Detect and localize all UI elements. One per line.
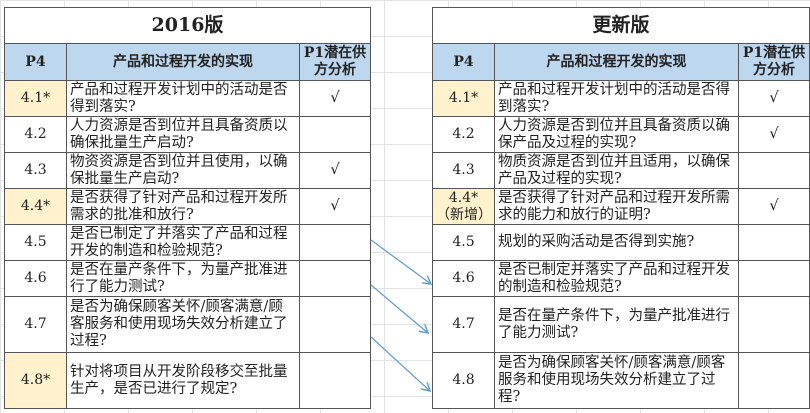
item-question: 是否为确保顾客关怀/顾客满意/顾客服务和使用现场失效分析建立了过程? xyxy=(494,352,739,409)
item-question: 规划的采购活动是否得到实施? xyxy=(494,224,739,261)
p1-check: √ xyxy=(299,152,371,189)
table-row: 4.3 物质资源是否到位并且适用，以确保产品及过程的实现? xyxy=(432,152,810,189)
table-row: 4.5 规划的采购活动是否得到实施? xyxy=(432,224,810,261)
p1-check: √ xyxy=(737,80,810,117)
item-question: 物资资源是否到位并且使用，以确保批量生产启动? xyxy=(66,152,300,189)
table-row: 4.2 人力资源是否到位并且具备资质以确保批量生产启动? xyxy=(4,116,371,153)
table-row: 4.5 是否已制定了并落实了产品和过程开发的制造和检验规范? xyxy=(4,224,371,261)
item-number: 4.5 xyxy=(4,224,67,261)
table-row: 4.8 是否为确保顾客关怀/顾客满意/顾客服务和使用现场失效分析建立了过程? xyxy=(432,352,810,409)
p1-check xyxy=(737,296,810,353)
item-question: 人力资源是否到位并且具备资质以确保产品及过程的实现? xyxy=(494,116,739,153)
item-number: 4.4* xyxy=(4,188,67,225)
item-question: 是否获得了针对产品和过程开发所需求的能力和放行的证明? xyxy=(494,188,739,225)
p1-check xyxy=(299,260,371,297)
table-updated: 更新版 P4 产品和过程开发的实现 P1潜在供方分析 4.1* 产品和过程开发计划中… xyxy=(431,7,810,409)
item-question: 产品和过程开发计划中的活动是否得到落实? xyxy=(494,80,739,117)
item-question: 是否在量产条件下，为量产批准进行了能力测试? xyxy=(494,296,739,353)
table-row: 4.6 是否已制定并落实了产品和过程开发的制造和检验规范? xyxy=(432,260,810,297)
p1-check xyxy=(737,152,810,189)
p1-check xyxy=(737,224,810,261)
item-question: 人力资源是否到位并且具备资质以确保批量生产启动? xyxy=(66,116,300,153)
item-number: 4.4*（新增） xyxy=(432,188,495,225)
table-title: 更新版 xyxy=(431,7,810,44)
arrow-4.6-to-4.7 xyxy=(370,284,428,333)
item-question: 是否在量产条件下，为量产批准进行了能力测试? xyxy=(66,260,300,297)
table-row: 4.2 人力资源是否到位并且具备资质以确保产品及过程的实现? √ xyxy=(432,116,810,153)
header-p1: P1潜在供方分析 xyxy=(299,43,371,81)
item-question: 是否已制定了并落实了产品和过程开发的制造和检验规范? xyxy=(66,224,300,261)
p1-check xyxy=(299,352,371,409)
p1-check xyxy=(737,352,810,409)
table-row: 4.6 是否在量产条件下，为量产批准进行了能力测试? xyxy=(4,260,371,297)
table-row: 4.3 物资资源是否到位并且使用，以确保批量生产启动? √ xyxy=(4,152,371,189)
item-number: 4.8* xyxy=(4,352,67,409)
p1-check xyxy=(737,260,810,297)
item-question: 是否为确保顾客关怀/顾客满意/顾客服务和使用现场失效分析建立了过程? xyxy=(66,296,300,353)
arrow-4.5-to-4.6 xyxy=(370,239,431,284)
header-p4: P4 xyxy=(4,43,67,81)
header-p1: P1潜在供方分析 xyxy=(737,43,810,81)
p1-check xyxy=(299,116,371,153)
item-number: 4.3 xyxy=(4,152,67,189)
arrow-4.7-to-4.8 xyxy=(370,336,430,391)
table-row: 4.4* 是否获得了针对产品和过程开发所需求的批准和放行? √ xyxy=(4,188,371,225)
header-p4: P4 xyxy=(432,43,495,81)
header-realization: 产品和过程开发的实现 xyxy=(66,43,300,81)
p1-check xyxy=(299,296,371,353)
item-number: 4.3 xyxy=(432,152,495,189)
p1-check xyxy=(299,224,371,261)
item-number: 4.2 xyxy=(4,116,67,153)
item-question: 针对将项目从开发阶段移交至批量生产，是否已进行了规定? xyxy=(66,352,300,409)
table-title: 2016版 xyxy=(4,7,371,44)
item-number: 4.7 xyxy=(4,296,67,353)
table-row: 4.4*（新增） 是否获得了针对产品和过程开发所需求的能力和放行的证明? √ xyxy=(432,188,810,225)
item-number: 4.8 xyxy=(432,352,495,409)
table-row: 4.1* 产品和过程开发计划中的活动是否得到落实? √ xyxy=(432,80,810,117)
item-number: 4.1* xyxy=(432,80,495,117)
item-number: 4.5 xyxy=(432,224,495,261)
table-row: 4.7 是否为确保顾客关怀/顾客满意/顾客服务和使用现场失效分析建立了过程? xyxy=(4,296,371,353)
table-row: 4.8* 针对将项目从开发阶段移交至批量生产，是否已进行了规定? xyxy=(4,352,371,409)
table-row: 4.7 是否在量产条件下，为量产批准进行了能力测试? xyxy=(432,296,810,353)
p1-check: √ xyxy=(299,80,371,117)
table-2016: 2016版 P4 产品和过程开发的实现 P1潜在供方分析 4.1* 产品和过程开发计… xyxy=(4,7,371,409)
header-realization: 产品和过程开发的实现 xyxy=(494,43,739,81)
item-number: 4.1* xyxy=(4,80,67,117)
